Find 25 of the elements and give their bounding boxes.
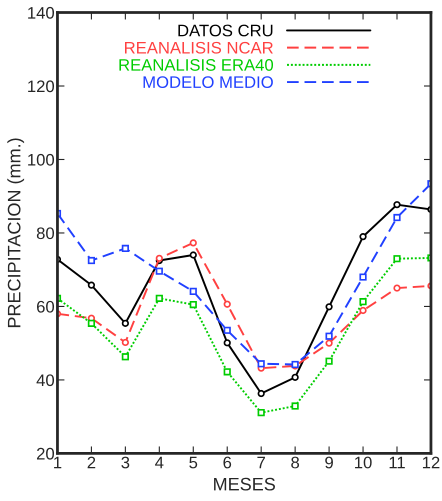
y-tick-label: 120 <box>28 80 54 92</box>
x-tick-label: 8 <box>291 456 300 468</box>
x-tick-label: 3 <box>121 456 130 468</box>
x-axis-title: MESES <box>214 478 275 491</box>
y-tick-label: 140 <box>28 6 54 19</box>
text: MODELO MEDIO <box>144 76 273 88</box>
x-tick-label: 11 <box>390 456 405 468</box>
y-tick-label: 60 <box>36 300 54 313</box>
y-axis-title: PRECIPITACION (mm.) <box>7 138 24 328</box>
y-tick-label: 40 <box>36 374 54 386</box>
text: DATOS CRU <box>178 24 272 36</box>
x-tick-label: 4 <box>155 456 164 468</box>
x-tick-label: 10 <box>355 456 372 468</box>
x-tick-label: 6 <box>223 456 232 468</box>
text: REANALISIS NCAR <box>125 42 273 54</box>
y-tick-label: 100 <box>28 154 54 166</box>
x-tick-label: 12 <box>422 456 440 468</box>
x-tick-label: 1 <box>54 456 62 468</box>
x-tick-label: 7 <box>257 456 265 468</box>
x-tick-label: 5 <box>189 456 198 468</box>
x-tick-label: 2 <box>88 456 96 468</box>
y-tick-label: 80 <box>36 227 54 240</box>
text: REANALISIS ERA40 <box>119 59 274 71</box>
y-tick-label: 20 <box>36 448 54 460</box>
x-tick-label: 9 <box>325 456 333 468</box>
